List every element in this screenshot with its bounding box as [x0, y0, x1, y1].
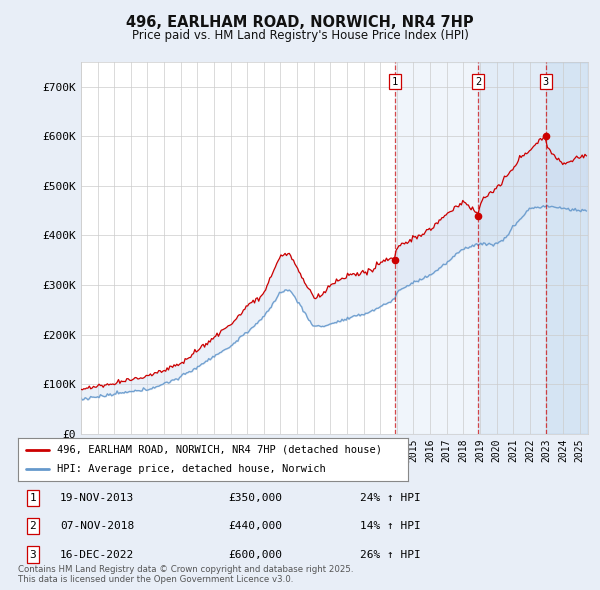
Text: 3: 3 [29, 550, 37, 559]
Text: 16-DEC-2022: 16-DEC-2022 [60, 550, 134, 559]
Text: 2: 2 [29, 522, 37, 531]
Bar [395, 62, 588, 434]
Text: 26% ↑ HPI: 26% ↑ HPI [360, 550, 421, 559]
Text: Contains HM Land Registry data © Crown copyright and database right 2025.
This d: Contains HM Land Registry data © Crown c… [18, 565, 353, 584]
Bar [546, 62, 588, 434]
Text: £600,000: £600,000 [228, 550, 282, 559]
Text: 2: 2 [475, 77, 481, 87]
Text: HPI: Average price, detached house, Norwich: HPI: Average price, detached house, Norw… [57, 464, 326, 474]
Text: 496, EARLHAM ROAD, NORWICH, NR4 7HP (detached house): 496, EARLHAM ROAD, NORWICH, NR4 7HP (det… [57, 445, 382, 455]
Text: 19-NOV-2013: 19-NOV-2013 [60, 493, 134, 503]
Text: Price paid vs. HM Land Registry's House Price Index (HPI): Price paid vs. HM Land Registry's House … [131, 30, 469, 42]
Bar [478, 62, 588, 434]
Text: 496, EARLHAM ROAD, NORWICH, NR4 7HP: 496, EARLHAM ROAD, NORWICH, NR4 7HP [126, 15, 474, 30]
Text: £440,000: £440,000 [228, 522, 282, 531]
Text: 24% ↑ HPI: 24% ↑ HPI [360, 493, 421, 503]
Text: £350,000: £350,000 [228, 493, 282, 503]
Text: 1: 1 [29, 493, 37, 503]
Text: 3: 3 [542, 77, 549, 87]
Text: 07-NOV-2018: 07-NOV-2018 [60, 522, 134, 531]
Text: 14% ↑ HPI: 14% ↑ HPI [360, 522, 421, 531]
Text: 1: 1 [392, 77, 398, 87]
